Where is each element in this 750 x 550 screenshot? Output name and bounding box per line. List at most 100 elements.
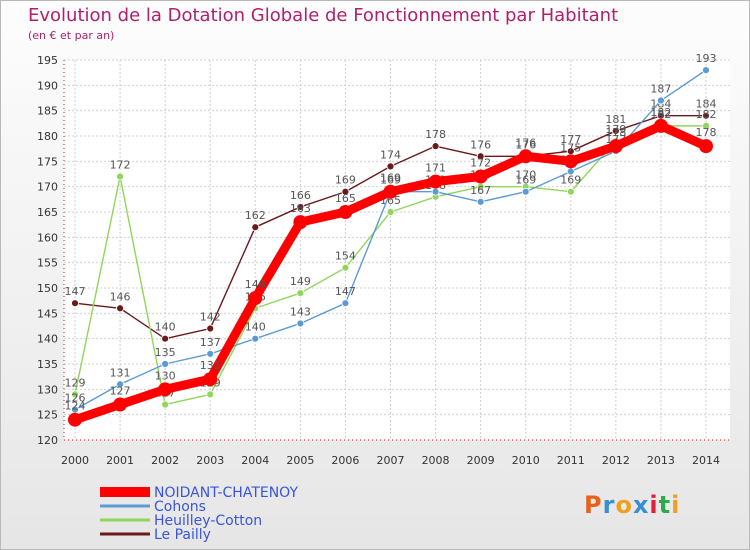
- y-tick-label: 155: [37, 257, 58, 270]
- data-label-cohons: 187: [650, 83, 671, 96]
- data-label-heuilley-cotton: 172: [110, 159, 131, 172]
- data-point-le-pailly: [206, 324, 215, 333]
- y-tick-label: 125: [37, 409, 58, 422]
- data-point-le-pailly: [341, 187, 350, 196]
- data-label-noidant-chatenoy: 148: [245, 278, 266, 291]
- data-label-noidant-chatenoy: 130: [155, 369, 176, 382]
- data-point-le-pailly: [611, 127, 620, 135]
- data-point-heuilley-cotton: [161, 400, 170, 409]
- data-point-le-pailly: [161, 334, 170, 343]
- x-tick-label: 2009: [467, 454, 495, 467]
- data-label-noidant-chatenoy: 172: [470, 157, 491, 170]
- series-heuilley-cotton: 1291721271291461491541651681701701691791…: [65, 108, 717, 409]
- data-label-noidant-chatenoy: 182: [650, 106, 671, 119]
- logo-letter: i: [671, 491, 681, 519]
- data-label-cohons: 193: [696, 52, 717, 65]
- data-point-noidant-chatenoy: [158, 382, 173, 397]
- data-point-noidant-chatenoy: [699, 139, 713, 154]
- data-label-noidant-chatenoy: 178: [696, 126, 717, 139]
- data-point-cohons: [116, 380, 124, 389]
- legend-label-heuilley-cotton: Heuilley-Cotton: [154, 513, 262, 529]
- data-point-le-pailly: [431, 142, 440, 151]
- x-tick-label: 2006: [331, 454, 359, 467]
- y-tick-label: 130: [37, 383, 58, 396]
- x-tick-label: 2005: [286, 454, 314, 467]
- data-point-noidant-chatenoy: [383, 184, 398, 199]
- chart-title: Evolution de la Dotation Globale de Fonc…: [28, 5, 619, 26]
- data-label-noidant-chatenoy: 132: [200, 359, 221, 372]
- plot-area: [64, 60, 730, 440]
- y-tick-label: 195: [37, 54, 58, 67]
- y-tick-label: 135: [37, 358, 58, 371]
- data-point-heuilley-cotton: [702, 121, 710, 130]
- x-tick-label: 2013: [647, 454, 675, 467]
- logo-letter: o: [615, 491, 633, 519]
- data-point-noidant-chatenoy: [68, 412, 82, 427]
- logo-letter: t: [658, 491, 672, 519]
- y-tick-label: 140: [37, 333, 58, 346]
- data-label-noidant-chatenoy: 178: [605, 126, 626, 139]
- legend-swatch-heuilley-cotton: [100, 518, 150, 522]
- data-point-noidant-chatenoy: [203, 372, 218, 387]
- data-point-le-pailly: [71, 299, 79, 308]
- legend-swatch-le-pailly: [100, 532, 150, 536]
- data-point-le-pailly: [702, 111, 710, 120]
- data-point-cohons: [161, 360, 170, 368]
- x-tick-label: 2012: [602, 454, 630, 467]
- data-label-cohons: 167: [470, 184, 491, 197]
- x-tick-label: 2008: [422, 454, 450, 467]
- data-label-le-pailly: 176: [470, 138, 491, 151]
- legend-label-noidant-chatenoy: NOIDANT-CHATENOY: [154, 485, 298, 501]
- data-point-noidant-chatenoy: [653, 118, 668, 133]
- chart-subtitle: (en € et par an): [28, 29, 115, 42]
- data-point-cohons: [566, 167, 575, 176]
- data-point-cohons: [341, 299, 350, 308]
- data-point-noidant-chatenoy: [428, 174, 443, 189]
- data-point-heuilley-cotton: [71, 390, 79, 399]
- proxiti-logo[interactable]: Proxiti: [584, 491, 680, 519]
- data-point-le-pailly: [476, 152, 485, 161]
- data-label-cohons: 169: [515, 174, 536, 187]
- data-label-heuilley-cotton: 182: [696, 108, 717, 121]
- data-label-le-pailly: 142: [200, 311, 221, 324]
- data-label-cohons: 169: [380, 174, 401, 187]
- data-point-cohons: [296, 319, 305, 328]
- data-point-cohons: [251, 334, 260, 343]
- data-label-heuilley-cotton: 149: [290, 275, 311, 288]
- data-label-heuilley-cotton: 169: [560, 174, 581, 187]
- data-label-le-pailly: 169: [335, 174, 356, 187]
- data-point-cohons: [657, 96, 665, 105]
- data-point-noidant-chatenoy: [293, 215, 308, 230]
- data-point-noidant-chatenoy: [113, 397, 128, 412]
- data-point-noidant-chatenoy: [563, 154, 578, 169]
- x-tick-label: 2000: [61, 454, 89, 467]
- data-point-le-pailly: [386, 162, 395, 171]
- data-label-le-pailly: 147: [65, 285, 86, 298]
- data-label-heuilley-cotton: 170: [515, 169, 536, 182]
- y-tick-label: 160: [37, 231, 58, 244]
- x-tick-label: 2011: [557, 454, 585, 467]
- data-label-cohons: 126: [65, 392, 86, 405]
- data-label-noidant-chatenoy: 175: [560, 141, 581, 154]
- data-point-cohons: [431, 187, 440, 196]
- data-label-le-pailly: 140: [155, 321, 176, 334]
- data-point-heuilley-cotton: [116, 172, 124, 181]
- data-label-noidant-chatenoy: 127: [110, 385, 131, 398]
- legend-swatch-cohons: [100, 504, 150, 508]
- data-label-noidant-chatenoy: 165: [335, 192, 356, 205]
- legend-label-cohons: Cohons: [154, 499, 206, 515]
- data-label-noidant-chatenoy: 169: [380, 172, 401, 185]
- data-label-heuilley-cotton: 154: [335, 250, 356, 263]
- x-tick-label: 2002: [151, 454, 179, 467]
- data-label-noidant-chatenoy: 163: [290, 202, 311, 215]
- x-tick-label: 2004: [241, 454, 269, 467]
- y-tick-label: 120: [37, 434, 58, 447]
- data-point-noidant-chatenoy: [473, 169, 488, 184]
- data-label-le-pailly: 184: [696, 98, 717, 111]
- legend-label-le-pailly: Le Pailly: [154, 527, 211, 543]
- y-tick-label: 175: [37, 155, 58, 168]
- logo-letter: r: [602, 491, 616, 519]
- data-label-le-pailly: 181: [605, 113, 626, 126]
- data-point-heuilley-cotton: [566, 187, 575, 196]
- data-label-cohons: 143: [290, 305, 311, 318]
